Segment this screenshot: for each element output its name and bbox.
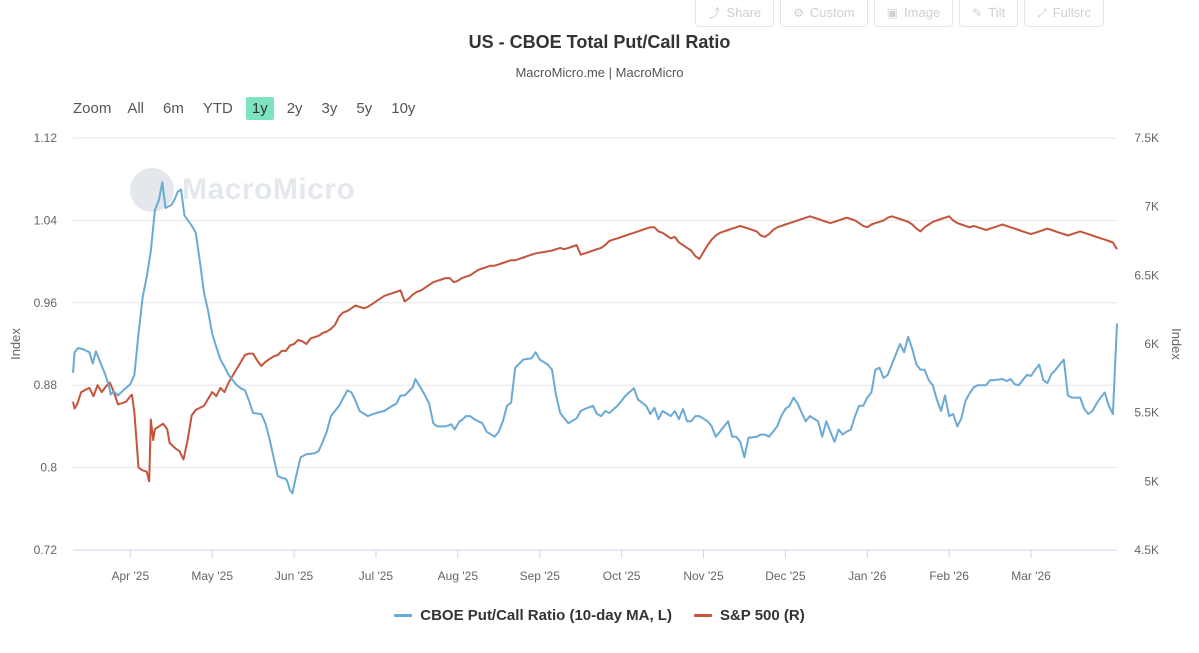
y-left-tick-label: 1.12 <box>34 131 58 145</box>
legend-symbol-sp500 <box>693 614 712 617</box>
x-tick-label: Mar '26 <box>1011 569 1051 583</box>
y-right-axis-title: Index <box>1169 328 1184 360</box>
zoom-1y-button[interactable]: 1y <box>245 97 274 120</box>
x-tick-label: Apr '25 <box>111 569 149 583</box>
share-icon: ⤴ <box>708 6 721 20</box>
y-left-tick-label: 0.8 <box>40 461 57 475</box>
series-line-sp500 <box>72 215 1118 483</box>
image-icon: ▣ <box>886 6 899 20</box>
y-left-tick-label: 1.04 <box>34 213 58 227</box>
legend-label-sp500: S&P 500 (R) <box>719 607 805 624</box>
image-label: Image <box>904 5 941 20</box>
zoom-2y-button[interactable]: 2y <box>286 100 303 117</box>
zoom-label: Zoom <box>73 100 112 117</box>
y-right-tick-label: 6.5K <box>1134 268 1159 282</box>
series-line-put-call <box>72 181 1118 495</box>
legend-item-sp500[interactable]: S&P 500 (R) <box>693 607 805 624</box>
pencil-icon: ✎ <box>972 6 983 20</box>
zoom-6m-button[interactable]: 6m <box>163 100 184 117</box>
y-left-tick-label: 0.72 <box>34 543 58 557</box>
fullscreen-button[interactable]: ⤢ Fullsrc <box>1024 0 1104 27</box>
y-right-tick-label: 5K <box>1144 474 1159 488</box>
fullscreen-label: Fullsrc <box>1052 5 1091 20</box>
x-tick-label: Feb '26 <box>929 569 969 583</box>
x-tick-label: Sep '25 <box>520 569 561 583</box>
y-right-tick-label: 6K <box>1144 337 1159 351</box>
zoom-3y-button[interactable]: 3y <box>321 100 338 117</box>
x-tick-label: Oct '25 <box>603 569 641 583</box>
custom-label: Custom <box>809 5 855 20</box>
tilt-label: Tilt <box>988 5 1006 20</box>
watermark: MacroMicro <box>130 168 355 212</box>
x-tick-label: Nov '25 <box>683 569 724 583</box>
zoom-selector: Zoom All 6m YTD 1y 2y 3y 5y 10y <box>73 97 428 120</box>
gear-icon: ⚙ <box>793 6 804 20</box>
image-button[interactable]: ▣ Image <box>873 0 954 27</box>
y-right-tick-label: 4.5K <box>1134 543 1159 557</box>
y-right-tick-label: 5.5K <box>1134 406 1159 420</box>
zoom-ytd-button[interactable]: YTD <box>202 100 233 117</box>
zoom-10y-button[interactable]: 10y <box>391 100 416 117</box>
y-left-tick-label: 0.96 <box>34 296 58 310</box>
y-right-tick-label: 7K <box>1144 200 1159 214</box>
chart-title: US - CBOE Total Put/Call Ratio <box>468 32 731 52</box>
chart-subtitle: MacroMicro.me | MacroMicro <box>515 65 684 80</box>
zoom-5y-button[interactable]: 5y <box>356 100 373 117</box>
x-tick-label: Dec '25 <box>765 569 806 583</box>
chart-toolbar: ⤴ Share ⚙ Custom ▣ Image ✎ Tilt ⤢ Fullsrc <box>695 0 1104 27</box>
legend-item-put-call[interactable]: CBOE Put/Call Ratio (10-day MA, L) <box>394 607 672 624</box>
share-label: Share <box>726 5 762 20</box>
expand-icon: ⤢ <box>1037 6 1047 20</box>
x-tick-label: May '25 <box>191 569 233 583</box>
y-right-tick-label: 7.5K <box>1134 131 1159 145</box>
share-button[interactable]: ⤴ Share <box>695 0 775 27</box>
watermark-text: MacroMicro <box>182 173 356 206</box>
x-tick-label: Jan '26 <box>848 569 887 583</box>
zoom-all-button[interactable]: All <box>127 100 145 117</box>
x-tick-label: Aug '25 <box>438 569 479 583</box>
watermark-logo-icon <box>130 168 174 212</box>
x-tick-label: Jul '25 <box>359 569 394 583</box>
legend: CBOE Put/Call Ratio (10-day MA, L) S&P 5… <box>0 607 1199 624</box>
y-left-axis-title: Index <box>8 328 23 360</box>
x-tick-label: Jun '25 <box>275 569 314 583</box>
tilt-button[interactable]: ✎ Tilt <box>959 0 1019 27</box>
y-left-tick-label: 0.88 <box>34 378 58 392</box>
legend-label-put-call: CBOE Put/Call Ratio (10-day MA, L) <box>420 607 672 624</box>
custom-button[interactable]: ⚙ Custom <box>780 0 868 27</box>
legend-symbol-put-call <box>394 614 413 617</box>
